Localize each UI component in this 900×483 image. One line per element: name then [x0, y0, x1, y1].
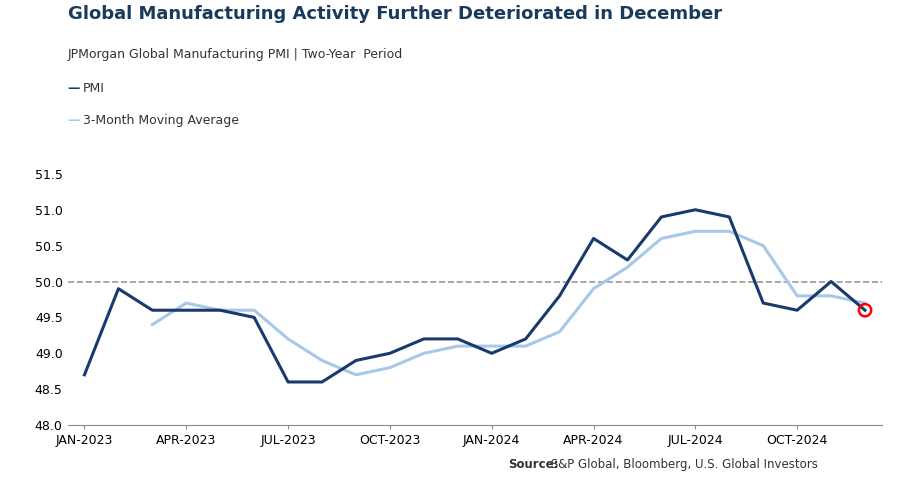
Text: S&P Global, Bloomberg, U.S. Global Investors: S&P Global, Bloomberg, U.S. Global Inves… [547, 458, 818, 471]
Text: JPMorgan Global Manufacturing PMI | Two-Year  Period: JPMorgan Global Manufacturing PMI | Two-… [68, 48, 403, 61]
Text: —: — [68, 114, 80, 127]
Text: 3-Month Moving Average: 3-Month Moving Average [83, 114, 238, 127]
Text: Source:: Source: [508, 458, 559, 471]
Text: —: — [68, 82, 80, 95]
Text: Global Manufacturing Activity Further Deteriorated in December: Global Manufacturing Activity Further De… [68, 5, 722, 23]
Text: PMI: PMI [83, 82, 104, 95]
